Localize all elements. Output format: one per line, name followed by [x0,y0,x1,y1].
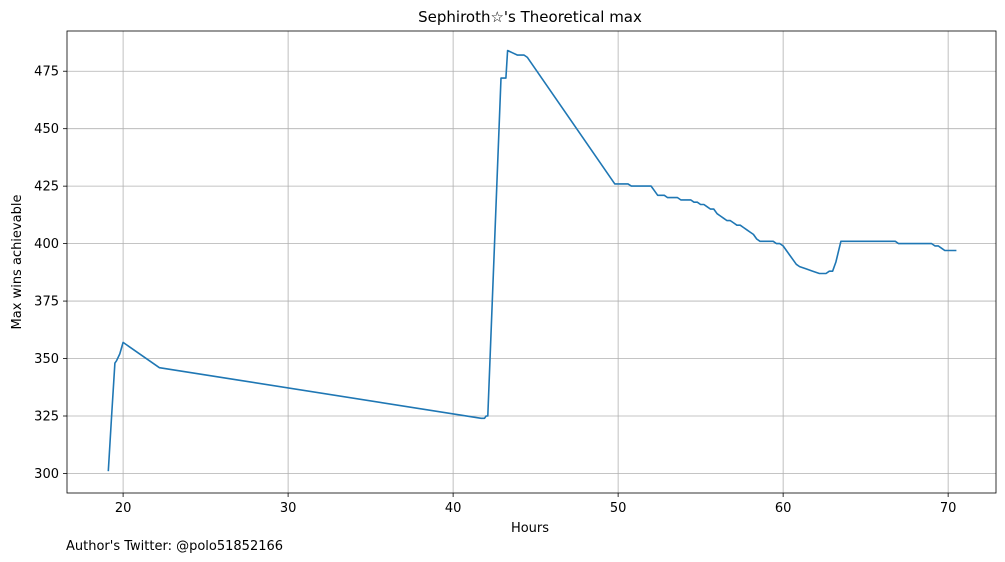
x-tick-label: 20 [115,501,132,516]
author-twitter-note: Author's Twitter: @polo51852166 [66,539,283,554]
x-tick-label: 30 [280,501,297,516]
grid [67,31,996,493]
x-tick-label: 60 [775,501,792,516]
ticks: 20 30 40 50 60 70 300 325 350 375 400 425 450 475 [34,65,956,516]
y-axis-label: Max wins achievable [10,195,25,330]
chart-title: Sephiroth☆'s Theoretical max [418,8,642,26]
y-tick-label: 350 [34,352,59,367]
y-tick-label: 375 [34,295,59,310]
y-tick-label: 475 [34,65,59,80]
y-tick-label: 400 [34,237,59,252]
series-line-0 [107,49,957,472]
y-tick-label: 300 [34,467,59,482]
x-axis-label: Hours [511,521,549,536]
x-tick-label: 50 [610,501,627,516]
y-tick-label: 450 [34,122,59,137]
x-tick-label: 40 [445,501,462,516]
y-tick-label: 325 [34,410,59,425]
x-tick-label: 70 [940,501,957,516]
plot-frame [66,30,997,494]
y-tick-label: 425 [34,180,59,195]
series-layer [107,49,957,472]
